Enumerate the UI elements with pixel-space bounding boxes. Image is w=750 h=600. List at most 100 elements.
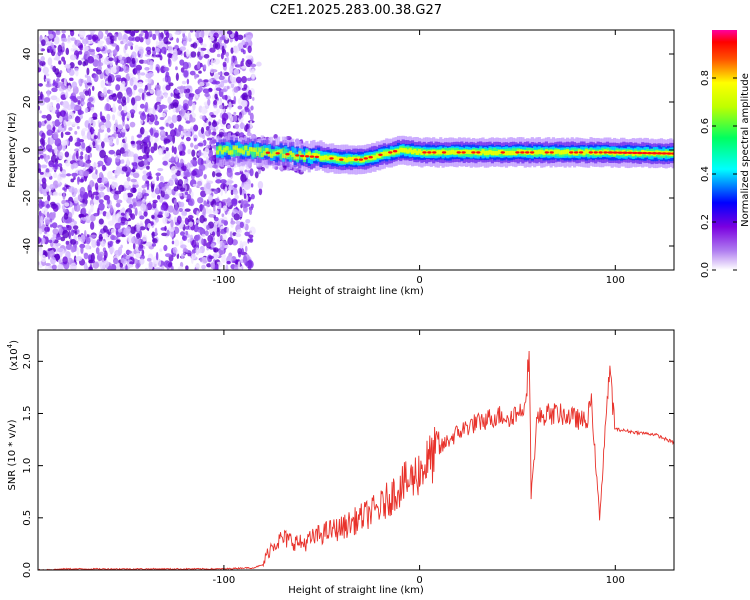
spectrogram-noise-cell <box>188 221 194 227</box>
spectrogram-noise-cell <box>248 208 253 215</box>
spectrogram-noise-cell <box>39 155 44 159</box>
colorbar: 0.00.20.40.60.8 Normalized spectral ampl… <box>700 30 750 278</box>
spectrogram-noise-cell <box>143 159 149 166</box>
spectrogram-peak-cell <box>661 152 668 155</box>
spectrogram-noise-cell <box>223 71 230 76</box>
spectrogram-noise-cell <box>212 43 219 49</box>
spectrogram-noise-cell <box>156 176 160 181</box>
spectrogram-noise-cell <box>175 66 178 71</box>
spectrogram-noise-cell <box>122 192 128 201</box>
spectrogram-noise-cell <box>215 179 222 184</box>
spectrogram-noise-cell <box>101 164 106 172</box>
spectrogram-noise-cell <box>232 115 238 122</box>
spectrogram-noise-cell <box>63 77 67 87</box>
spectrogram-noise-cell <box>210 114 217 118</box>
spectrogram-band-cell <box>232 145 236 150</box>
spectrogram-noise-cell <box>239 221 245 229</box>
spectrogram-noise-cell <box>180 219 185 228</box>
spectrogram-noise-cell <box>203 200 207 206</box>
spectrogram-noise-cell <box>66 36 72 44</box>
spectrogram-band-cell <box>554 149 558 154</box>
spectrogram-noise-cell <box>178 104 182 110</box>
spectrogram-noise-cell <box>123 227 130 237</box>
spectrogram-noise-cell <box>208 35 215 42</box>
spectrogram-noise-cell <box>185 265 189 270</box>
spectrogram-noise-cell <box>140 126 145 135</box>
spectrogram-noise-cell <box>179 46 187 51</box>
spectrogram-noise-cell <box>107 265 114 270</box>
spectrogram-noise-cell <box>227 180 234 184</box>
spectrogram-noise-cell <box>188 198 195 207</box>
spectrogram-noise-cell <box>41 254 47 263</box>
snr-ytick-label: 0.0 <box>22 562 33 578</box>
spectrogram-noise-cell <box>242 241 248 246</box>
spectrogram-noise-cell <box>149 89 154 94</box>
spectrogram-noise-cell <box>179 85 185 94</box>
spectrogram-noise-cell <box>51 211 56 217</box>
spectrogram-noise-cell <box>210 30 215 35</box>
spectrogram-noise-cell <box>128 151 135 157</box>
spectrogram-noise-cell <box>245 219 251 224</box>
spectrogram-noise-cell <box>160 204 167 211</box>
spectrogram-noise-cell <box>181 215 186 219</box>
spectrogram-noise-cell <box>64 91 69 99</box>
spectrogram-noise-cell <box>205 156 210 165</box>
spectrogram-noise-cell <box>221 112 229 121</box>
spectrogram-noise-cell <box>43 97 51 103</box>
spectrogram-noise-cell <box>162 160 168 166</box>
spectrogram-noise-cell <box>226 226 229 234</box>
spectrogram-noise-cell <box>51 106 56 114</box>
spectrogram-noise-cell <box>189 30 194 33</box>
spectrogram-peak-cell <box>636 151 643 155</box>
spectrogram-noise-cell <box>51 222 58 229</box>
spectrogram-peak-cell <box>461 151 466 154</box>
spectrogram-band-cell <box>408 148 412 153</box>
spectrogram-noise-cell <box>103 255 107 262</box>
spectrogram-noise-cell <box>176 162 183 168</box>
spectrogram-noise-cell <box>133 84 138 91</box>
spectrogram-noise-cell <box>56 82 64 87</box>
spectrogram-noise-cell <box>60 131 64 139</box>
spectrogram-noise-cell <box>137 155 144 161</box>
spectrogram-band-cell <box>479 150 483 156</box>
spectrogram-noise-cell <box>86 75 92 84</box>
spectrogram-noise-cell <box>107 75 113 84</box>
spectrogram-band-cell <box>234 148 238 156</box>
spectrogram-noise-cell <box>176 253 180 259</box>
spectrogram-noise-cell <box>74 115 81 124</box>
spectrogram-peak-cell <box>456 151 461 154</box>
spectrogram-noise-cell <box>38 156 41 160</box>
spectrogram-noise-cell <box>81 142 86 149</box>
spectrogram-noise-cell <box>154 120 160 126</box>
spectrogram-noise-cell <box>90 133 95 139</box>
spectrogram-noise-cell <box>117 32 123 41</box>
spectrogram-noise-cell <box>159 116 165 121</box>
spectrogram-noise-cell <box>142 198 146 203</box>
spectrogram-noise-cell <box>126 192 134 198</box>
spectrogram-peak-cell <box>612 151 619 154</box>
spectrogram-noise-cell <box>79 159 84 167</box>
spectrogram-noise-cell <box>49 218 53 223</box>
spectrogram-noise-cell <box>155 251 159 261</box>
spectrogram-halo-cell <box>207 137 212 141</box>
spectrogram-noise-cell <box>161 46 167 54</box>
spectrogram-noise-cell <box>239 122 245 130</box>
spectrogram-noise-cell <box>224 105 228 110</box>
spectrogram-noise-cell <box>179 201 185 208</box>
spectrogram-noise-cell <box>152 108 156 115</box>
spectrogram-noise-cell <box>218 202 222 209</box>
spectrogram-noise-cell <box>121 96 127 104</box>
spectrogram-noise-cell <box>135 263 140 269</box>
spectrogram-noise-cell <box>148 140 152 148</box>
spectrogram-noise-cell <box>240 65 247 69</box>
spectrogram-noise-cell <box>185 114 190 121</box>
spectrogram-noise-cell <box>221 45 225 54</box>
spectrogram-noise-cell <box>197 196 204 204</box>
spectrogram-noise-cell <box>174 239 180 247</box>
spectrogram-noise-cell <box>187 238 191 243</box>
spectrogram-noise-cell <box>197 142 204 147</box>
spectrogram-noise-cell <box>137 191 143 199</box>
spectrogram-band-cell <box>298 152 302 161</box>
spectrogram-noise-cell <box>138 245 143 252</box>
spectrogram-noise-cell <box>195 247 200 256</box>
